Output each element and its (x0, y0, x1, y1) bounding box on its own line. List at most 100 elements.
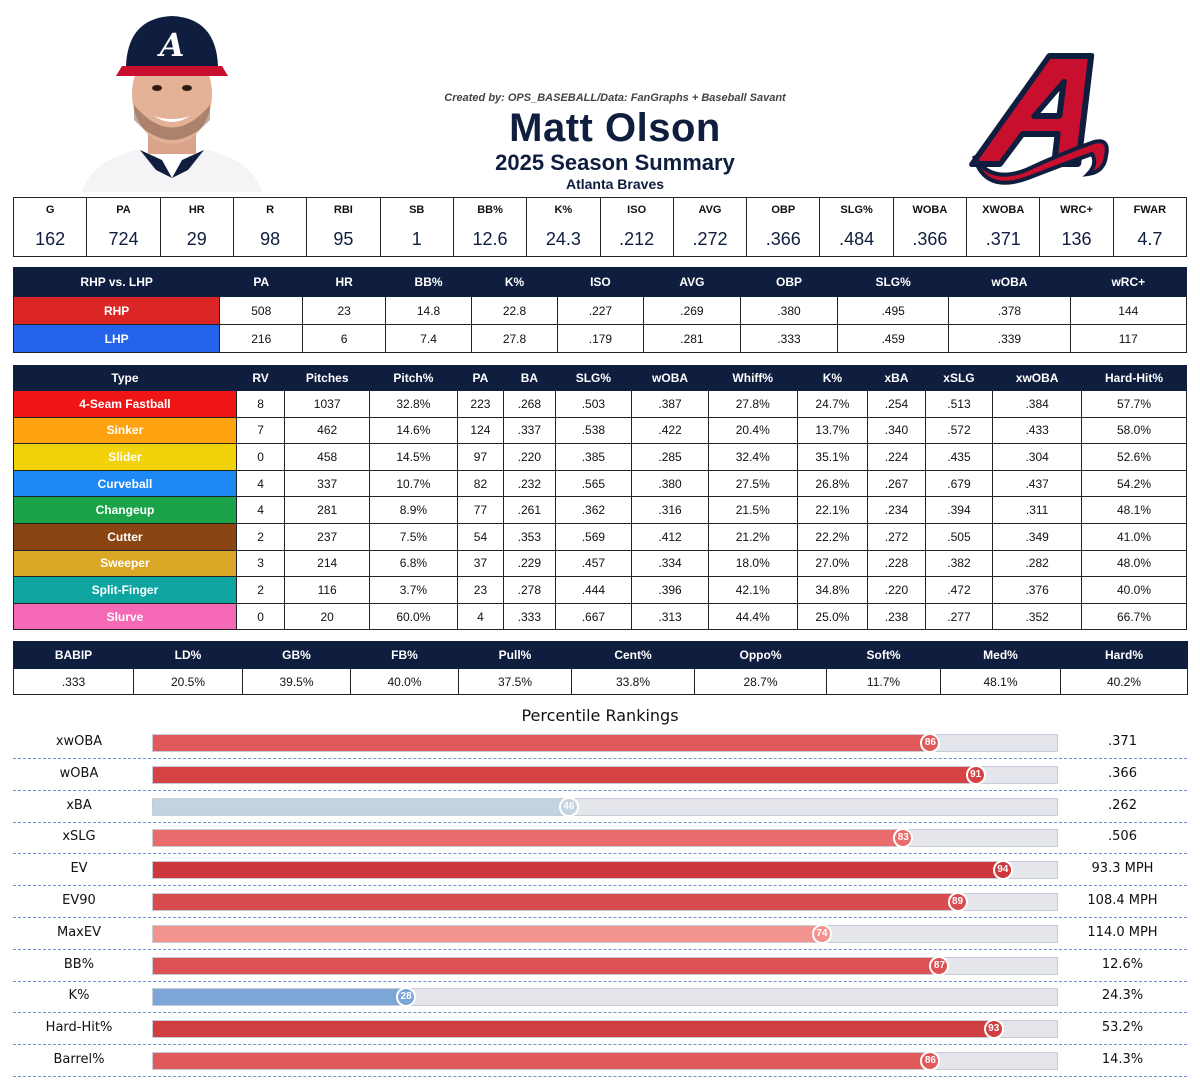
stat-value: 20.5% (133, 668, 243, 695)
percentile-stat-value: 12.6% (1101, 956, 1144, 972)
percentile-row: Hard-Hit% 93 53.2% (13, 1013, 1187, 1046)
percentile-bar-track: 91 (152, 764, 1058, 785)
percentile-bar-track: 94 (152, 860, 1058, 881)
table-row: Cutter 2 237 7.5% 54.353.569.412 21.2% 22.2% .2… (13, 522, 1187, 551)
table-cell: .495 (837, 296, 950, 325)
batted-ball-table: BABIP LD% GB% FB% Pull% Cent% Oppo% Soft% Med% Ha… (13, 641, 1188, 695)
column-header: FWAR (1112, 197, 1188, 223)
table-cell: 2 (235, 522, 286, 551)
column-header: wRC+ (1069, 267, 1188, 297)
table-cell: .362 (554, 496, 633, 524)
percentile-marker: 86 (920, 733, 941, 753)
table-cell: .179 (556, 324, 644, 353)
percentile-bar-fill (153, 894, 958, 910)
stat-value: .484 (819, 222, 894, 257)
table-cell: .538 (554, 416, 633, 445)
column-header: BB% (452, 197, 528, 223)
percentile-bar-fill (153, 1053, 931, 1069)
column-header: Pitch% (369, 365, 458, 391)
table-cell: .313 (631, 602, 709, 631)
percentile-label: Barrel% (53, 1052, 105, 1067)
table-cell: .472 (924, 576, 994, 604)
column-header: RV (235, 365, 286, 391)
percentile-stat-value: 14.3% (1101, 1052, 1144, 1067)
table-cell: 458 (284, 443, 371, 471)
column-header: FB% (350, 641, 459, 669)
column-header: Pitches (284, 365, 371, 391)
percentile-bar-fill (153, 957, 940, 974)
svg-text:A: A (157, 26, 185, 64)
table-cell: 57.7% (1081, 390, 1187, 418)
percentile-row: wOBA 91 .366 (13, 759, 1187, 791)
percentile-label: xSLG (62, 829, 96, 845)
stat-value: 98 (232, 222, 308, 257)
table-cell: .234 (867, 496, 926, 524)
column-header: WRC+ (1039, 197, 1114, 223)
table-row: Sinker 7 462 14.6% 124.337.538.422 20.4% 13.7%… (13, 416, 1187, 445)
column-header: PA (86, 197, 161, 223)
table-cell: .254 (867, 390, 926, 418)
column-header: wOBA (631, 365, 709, 391)
table-cell: .311 (992, 496, 1082, 524)
column-header: R (232, 197, 308, 223)
stat-value: 724 (86, 222, 161, 257)
table-row: Sweeper 3 214 6.8% 37.229.457.334 18.0% 27.0%.… (13, 549, 1187, 578)
braves-logo-icon (969, 53, 1109, 185)
stat-value: 162 (12, 222, 88, 257)
percentile-row: xSLG 83 .506 (13, 822, 1187, 855)
percentile-marker: 94 (992, 860, 1013, 881)
stat-value: 1 (379, 222, 454, 257)
table-cell: 22.8 (471, 296, 558, 325)
column-header: RBI (306, 197, 381, 223)
table-cell: 337 (284, 469, 371, 498)
table-cell: .412 (631, 522, 709, 551)
table-cell: .394 (924, 496, 994, 524)
table-cell: 13.7% (796, 416, 869, 445)
percentile-bar-fill (153, 830, 904, 847)
credit-line: Created by: OPS_BASEBALL/Data: FanGraphs… (444, 92, 786, 104)
table-cell: .444 (554, 576, 633, 604)
table-row: Split-Finger 2 116 3.7% 23.278.444.396 42.1% 3… (13, 576, 1187, 604)
table-cell: 4 (456, 602, 505, 631)
stat-value: .333 (13, 668, 134, 695)
table-cell: .384 (992, 390, 1082, 418)
table-cell: .513 (924, 390, 994, 418)
header: A Created by: OPS_BASEBALL/Data: FanGrap… (0, 0, 1200, 196)
season-totals-table: G PA HR R RBI SB BB% K% ISO AVG OBP SLG% WOBA XWOBA WR… (12, 197, 1188, 257)
column-header: Soft% (826, 641, 941, 669)
column-header: Pull% (458, 641, 572, 669)
table-cell: .353 (503, 522, 556, 551)
column-header: Hard% (1060, 641, 1188, 669)
table-cell: .267 (867, 469, 926, 498)
table-cell: 14.8 (385, 296, 473, 325)
table-cell: 32.4% (707, 443, 798, 471)
percentile-label: xBA (66, 797, 92, 813)
table-row: Slurve 0 20 60.0% 4.333.667.313 44.4% 25.0% .23… (13, 602, 1187, 631)
table-cell: 144 (1069, 296, 1188, 325)
stat-value: 136 (1039, 222, 1114, 257)
batted-ball-header-row: BABIP LD% GB% FB% Pull% Cent% Oppo% Soft% Med% Ha… (13, 641, 1188, 669)
percentile-bar-track: 89 (152, 892, 1058, 912)
percentile-bar-fill (153, 989, 407, 1006)
stat-value: 24.3 (526, 222, 601, 257)
season-title: 2025 Season Summary (495, 150, 735, 175)
table-cell: 281 (284, 496, 371, 524)
percentile-label: BB% (63, 956, 95, 972)
table-cell: 21.5% (707, 496, 798, 524)
column-header: K% (471, 267, 558, 297)
table-cell: .333 (739, 324, 839, 353)
table-cell: 7 (235, 416, 286, 445)
table-cell: .227 (556, 296, 644, 325)
table-cell: .228 (867, 549, 926, 578)
percentile-marker: 91 (965, 764, 986, 785)
player-name: Matt Olson (509, 106, 721, 150)
table-cell: .437 (992, 469, 1082, 498)
table-cell: .238 (867, 602, 926, 631)
percentile-stat-value: .366 (1108, 765, 1137, 781)
percentile-stat-value: 93.3 MPH (1091, 861, 1154, 877)
table-cell: .380 (739, 296, 839, 325)
column-header: xSLG (924, 365, 994, 391)
table-cell: 4 (235, 496, 286, 524)
stat-value: 37.5% (458, 668, 572, 695)
column-header: BB% (385, 267, 473, 297)
